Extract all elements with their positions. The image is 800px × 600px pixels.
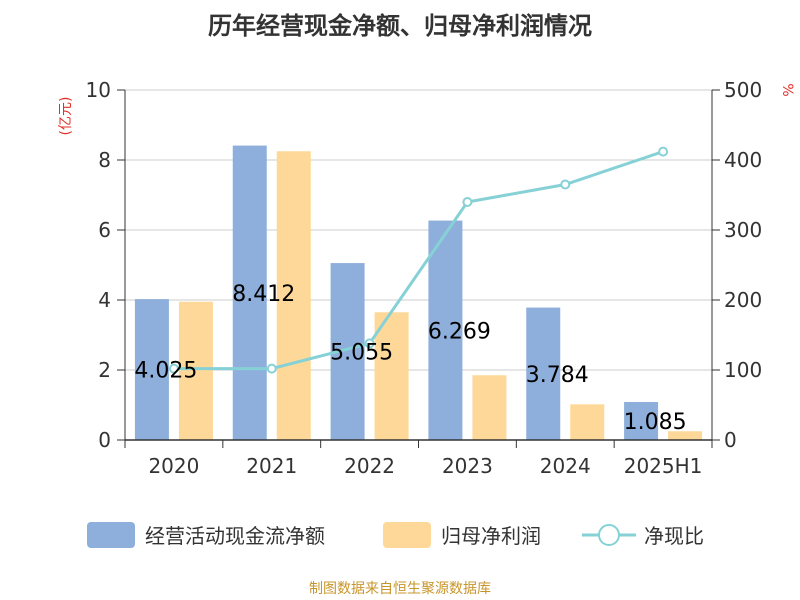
x-tick-label: 2021: [246, 454, 297, 478]
ratio-line-path: [173, 150, 664, 371]
left-tick-label: 10: [86, 78, 111, 102]
left-axis-unit: (亿元): [58, 97, 74, 136]
bar-profit: [276, 151, 311, 440]
x-tick-label: 2020: [148, 454, 199, 478]
ratio-point: [658, 146, 669, 157]
right-tick-label: 0: [724, 428, 737, 452]
left-tick-label: 8: [98, 148, 111, 172]
ratio-point: [168, 363, 179, 374]
chart-title: 历年经营现金净额、归母净利润情况: [208, 12, 592, 40]
ratio-point: [266, 363, 277, 374]
data-label: 6.269: [428, 319, 491, 344]
data-label: 3.784: [526, 363, 589, 388]
data-label: 5.055: [330, 341, 393, 366]
legend-marker-ratio: [598, 524, 620, 546]
grid-lines: [125, 89, 712, 441]
bar-profit: [472, 375, 507, 440]
bars: [134, 145, 703, 440]
legend-label-profit: 归母净利润: [441, 524, 541, 548]
right-tick-label: 300: [724, 218, 762, 242]
left-tick-label: 2: [98, 358, 111, 382]
left-tick-label: 4: [98, 288, 111, 312]
bar-cashflow: [232, 145, 267, 440]
legend-swatch-profit: [383, 522, 431, 548]
x-tick-label: 2024: [540, 454, 591, 478]
right-tick-label: 200: [724, 288, 762, 312]
x-tick-label: 2023: [442, 454, 493, 478]
x-tick-label: 2025H1: [624, 454, 703, 478]
bar-cashflow: [134, 299, 169, 440]
bar-cashflow: [526, 307, 561, 440]
right-tick-label: 500: [724, 78, 762, 102]
data-labels: 4.025 8.412 5.055 6.269 3.784 1.085: [134, 282, 686, 435]
ratio-point: [560, 179, 571, 190]
ratio-line: [168, 146, 669, 374]
source-note: 制图数据来自恒生聚源数据库: [309, 581, 491, 597]
x-tick-label: 2022: [344, 454, 395, 478]
data-label: 1.085: [624, 410, 687, 435]
bar-profit: [374, 312, 409, 440]
right-tick-label: 400: [724, 148, 762, 172]
left-tick-label: 0: [98, 428, 111, 452]
ratio-point: [364, 338, 375, 349]
bar-profit: [668, 431, 703, 440]
data-label: 4.025: [134, 359, 197, 384]
legend: 经营活动现金流净额 归母净利润 净现比: [87, 522, 704, 548]
bar-profit: [570, 404, 605, 440]
bar-profit: [178, 301, 213, 440]
right-axis-unit: %: [779, 83, 795, 96]
data-label: 8.412: [232, 282, 295, 307]
legend-label-ratio: 净现比: [644, 524, 704, 548]
ratio-point: [462, 197, 473, 207]
bar-cashflow: [428, 220, 463, 440]
right-tick-label: 100: [724, 358, 762, 382]
left-tick-label: 6: [98, 218, 111, 242]
legend-swatch-cashflow: [87, 522, 135, 548]
bar-cashflow: [624, 402, 659, 440]
legend-label-cashflow: 经营活动现金流净额: [145, 524, 325, 548]
